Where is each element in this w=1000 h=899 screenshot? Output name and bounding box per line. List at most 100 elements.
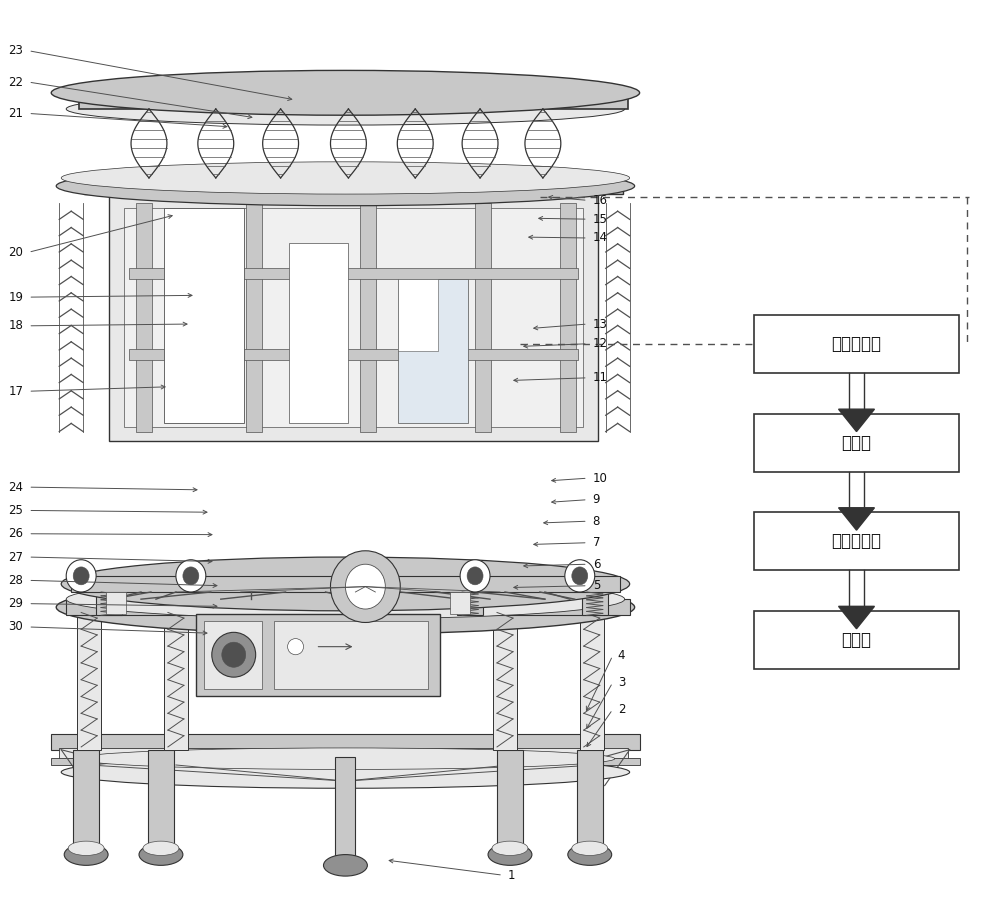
Text: 12: 12 [593, 337, 608, 351]
Bar [51, 734, 640, 750]
Bar [754, 610, 959, 669]
Ellipse shape [212, 632, 256, 677]
Bar [289, 244, 348, 423]
Bar [148, 750, 174, 849]
Bar [398, 280, 438, 351]
Bar [582, 592, 608, 615]
Bar [79, 93, 628, 109]
Ellipse shape [56, 581, 635, 634]
Ellipse shape [222, 642, 246, 667]
Text: 20: 20 [8, 245, 23, 259]
Ellipse shape [288, 638, 304, 654]
Bar [129, 269, 578, 280]
Text: 8: 8 [593, 515, 600, 528]
Text: 运动控制卡: 运动控制卡 [832, 532, 882, 550]
Text: 15: 15 [593, 213, 608, 226]
Text: 24: 24 [8, 481, 23, 494]
Ellipse shape [176, 560, 206, 592]
Text: 7: 7 [593, 536, 600, 549]
Text: 电荷放大器: 电荷放大器 [832, 335, 882, 353]
Bar [497, 750, 523, 849]
Ellipse shape [66, 580, 625, 619]
Bar [129, 349, 578, 360]
Ellipse shape [139, 844, 183, 866]
Bar [96, 592, 122, 615]
Text: 4: 4 [618, 649, 625, 663]
Bar [754, 512, 959, 571]
Ellipse shape [345, 565, 385, 609]
Ellipse shape [68, 841, 104, 856]
Bar [59, 748, 628, 759]
Ellipse shape [143, 841, 179, 856]
Text: 28: 28 [8, 574, 23, 587]
Bar [754, 315, 959, 373]
Text: 3: 3 [618, 676, 625, 689]
Bar [73, 750, 99, 849]
Text: 29: 29 [8, 597, 23, 610]
Ellipse shape [51, 70, 640, 115]
Ellipse shape [488, 844, 532, 866]
Ellipse shape [66, 93, 625, 125]
Bar [360, 203, 376, 432]
Ellipse shape [76, 748, 615, 770]
Ellipse shape [565, 560, 595, 592]
Ellipse shape [183, 567, 199, 585]
Text: 21: 21 [8, 107, 23, 120]
Ellipse shape [61, 557, 630, 610]
Ellipse shape [330, 551, 400, 622]
Bar [164, 208, 244, 423]
Text: 10: 10 [593, 472, 608, 485]
Text: 11: 11 [593, 371, 608, 384]
Polygon shape [839, 409, 874, 432]
Ellipse shape [568, 844, 612, 866]
Text: 23: 23 [8, 44, 23, 58]
Bar [51, 758, 640, 765]
Bar [580, 615, 604, 750]
Polygon shape [839, 508, 874, 530]
Bar [204, 620, 262, 689]
Bar [109, 194, 598, 441]
Ellipse shape [61, 162, 630, 194]
Bar [560, 203, 576, 432]
Bar [246, 203, 262, 432]
Bar [164, 615, 188, 750]
Text: 17: 17 [8, 385, 23, 397]
Text: 2: 2 [618, 703, 625, 716]
Text: 计算机: 计算机 [842, 631, 872, 649]
Text: 16: 16 [593, 194, 608, 207]
Bar [196, 613, 440, 696]
Text: 26: 26 [8, 527, 23, 540]
Bar [398, 280, 468, 423]
Bar [754, 414, 959, 472]
Text: 13: 13 [593, 317, 608, 331]
Text: 30: 30 [9, 620, 23, 634]
Ellipse shape [73, 567, 89, 585]
Text: 18: 18 [8, 319, 23, 333]
Ellipse shape [61, 756, 630, 788]
Bar [493, 615, 517, 750]
Bar [335, 757, 355, 860]
Bar [136, 203, 152, 432]
Bar [274, 620, 428, 689]
Bar [475, 203, 491, 432]
Text: 27: 27 [8, 550, 23, 564]
Text: 19: 19 [8, 290, 23, 304]
Bar [457, 592, 483, 615]
Bar [71, 576, 620, 592]
Bar [66, 599, 630, 615]
Text: 22: 22 [8, 76, 23, 88]
Ellipse shape [460, 560, 490, 592]
Ellipse shape [572, 841, 608, 856]
Ellipse shape [66, 560, 96, 592]
Bar [106, 592, 126, 614]
Bar [77, 615, 101, 750]
Text: 9: 9 [593, 494, 600, 506]
Text: 14: 14 [593, 231, 608, 245]
Bar [450, 592, 470, 614]
Text: 5: 5 [593, 579, 600, 592]
Bar [84, 178, 623, 194]
Ellipse shape [492, 841, 528, 856]
Ellipse shape [467, 567, 483, 585]
Polygon shape [839, 606, 874, 628]
Ellipse shape [64, 844, 108, 866]
